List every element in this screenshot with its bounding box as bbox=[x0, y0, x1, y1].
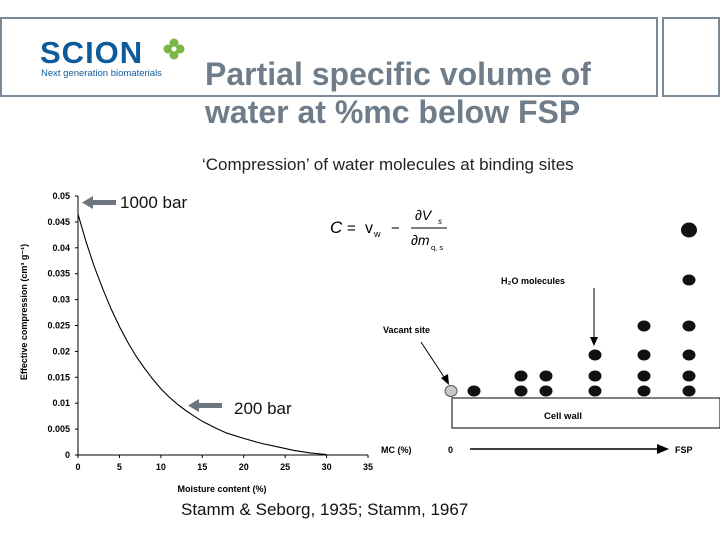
water-molecule bbox=[637, 385, 651, 397]
water-molecule-large bbox=[681, 222, 697, 238]
y-axis-label: Effective compression (cm³ g⁻¹) bbox=[19, 244, 29, 380]
mc-axis-end: FSP bbox=[675, 445, 693, 455]
cell-wall-label: Cell wall bbox=[544, 411, 582, 422]
y-tick-label: 0.045 bbox=[47, 217, 70, 227]
water-molecules bbox=[467, 222, 697, 397]
formula-denominator: ∂m bbox=[411, 232, 430, 248]
y-tick-label: 0.05 bbox=[52, 191, 70, 201]
scion-logo-icon bbox=[163, 38, 185, 60]
x-tick-label: 20 bbox=[239, 462, 249, 472]
mc-label: MC (%) bbox=[381, 445, 412, 455]
pressure-label-1000: 1000 bar bbox=[120, 193, 188, 212]
water-molecule bbox=[588, 385, 602, 397]
y-tick-label: 0.01 bbox=[52, 398, 70, 408]
water-molecule bbox=[682, 349, 696, 361]
water-molecule bbox=[539, 385, 553, 397]
x-ticks: 0 5 10 15 20 25 30 35 bbox=[75, 455, 373, 472]
mc-axis-arrow-head bbox=[657, 444, 669, 454]
vacant-site bbox=[444, 385, 458, 397]
formula-vw-sub: w bbox=[373, 229, 381, 239]
water-molecule bbox=[588, 349, 602, 361]
water-molecule bbox=[682, 370, 696, 382]
water-molecule bbox=[682, 320, 696, 332]
formula-numerator: ∂V bbox=[415, 207, 433, 223]
logo-tagline: Next generation biomaterials bbox=[41, 68, 162, 79]
y-tick-label: 0.035 bbox=[47, 269, 70, 279]
cell-wall bbox=[451, 397, 720, 429]
x-axis-label: Moisture content (%) bbox=[178, 484, 267, 494]
water-molecule bbox=[682, 385, 696, 397]
compression-curve bbox=[77, 213, 327, 456]
binding-site-diagram: C = v w − ∂V s ∂m q, s H₂O molecules Vac… bbox=[330, 207, 720, 455]
formula-numerator-sub: s bbox=[438, 217, 442, 226]
x-tick-label: 10 bbox=[156, 462, 166, 472]
formula-vw: v bbox=[365, 220, 373, 237]
water-molecule bbox=[514, 370, 528, 382]
formula-denominator-sub: q, s bbox=[431, 243, 443, 252]
chart-axes bbox=[77, 196, 368, 456]
molecules-pointer-head bbox=[590, 337, 598, 346]
x-tick-label: 25 bbox=[280, 462, 290, 472]
x-tick-label: 5 bbox=[117, 462, 122, 472]
x-tick-label: 35 bbox=[363, 462, 373, 472]
formula-minus: − bbox=[391, 220, 400, 237]
formula-equals: = bbox=[347, 220, 356, 237]
formula-c: C bbox=[330, 218, 343, 237]
water-molecule bbox=[514, 385, 528, 397]
water-molecule bbox=[637, 370, 651, 382]
x-tick-label: 0 bbox=[75, 462, 80, 472]
y-tick-label: 0.02 bbox=[52, 346, 70, 356]
arrow-1000-bar bbox=[82, 196, 116, 209]
x-tick-label: 30 bbox=[322, 462, 332, 472]
water-molecule bbox=[539, 370, 553, 382]
molecules-label: H₂O molecules bbox=[501, 276, 565, 286]
water-molecule bbox=[637, 349, 651, 361]
water-molecule bbox=[467, 385, 481, 397]
y-ticks: 0 0.005 0.01 0.015 0.02 0.025 0.03 0.035 0.04 0.0… bbox=[47, 191, 78, 460]
citation: Stamm & Seborg, 1935; Stamm, 1967 bbox=[181, 500, 469, 519]
title-line-1: Partial specific volume of bbox=[205, 56, 591, 92]
water-molecule bbox=[588, 370, 602, 382]
title-line-2: water at %mc below FSP bbox=[205, 94, 581, 130]
vacant-site-pointer bbox=[420, 341, 447, 381]
arrow-200-bar bbox=[188, 399, 222, 412]
y-tick-label: 0.015 bbox=[47, 372, 70, 382]
y-tick-label: 0.03 bbox=[52, 295, 70, 305]
pressure-label-200: 200 bar bbox=[234, 399, 292, 418]
vacant-site-pointer-head bbox=[441, 374, 449, 385]
x-tick-label: 15 bbox=[197, 462, 207, 472]
slide-title: Partial specific volume of water at %mc … bbox=[205, 55, 655, 131]
scion-logo-text: SCION bbox=[40, 35, 144, 70]
y-tick-label: 0.005 bbox=[47, 424, 70, 434]
y-tick-label: 0.04 bbox=[52, 243, 70, 253]
header-frame bbox=[0, 17, 658, 97]
y-tick-label: 0 bbox=[65, 450, 70, 460]
slide-subtitle: ‘Compression’ of water molecules at bind… bbox=[202, 155, 574, 174]
water-molecule bbox=[682, 274, 696, 286]
y-tick-label: 0.025 bbox=[47, 321, 70, 331]
water-molecule bbox=[637, 320, 651, 332]
vacant-site-label: Vacant site bbox=[383, 325, 430, 335]
mc-axis-start: 0 bbox=[448, 445, 453, 455]
header-side-frame bbox=[662, 17, 720, 97]
